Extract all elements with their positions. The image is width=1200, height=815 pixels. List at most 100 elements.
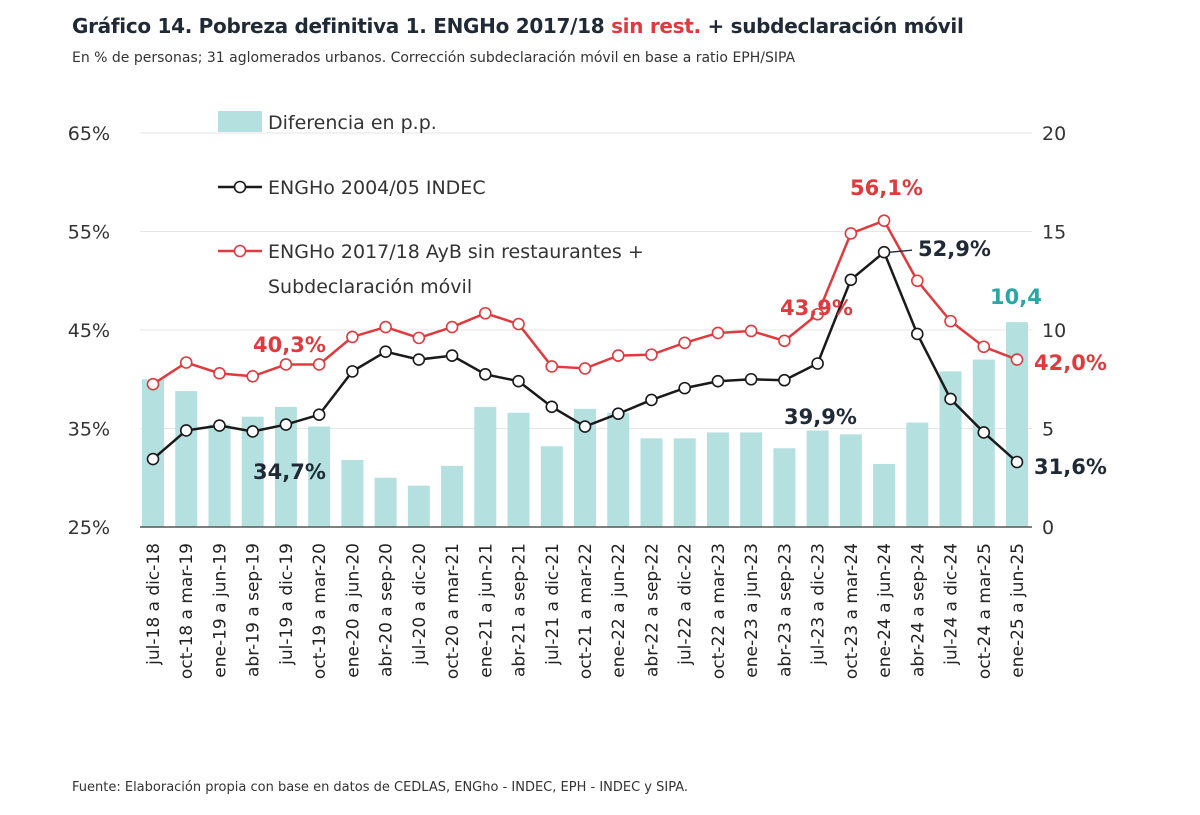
bar [374,477,397,527]
x-tick-label: oct-18 a mar-19 [177,543,197,679]
x-tick-label: jul-20 a dic-20 [410,543,430,666]
y-right-tick-label: 5 [1042,419,1054,441]
y-left-tick-label: 55% [68,222,110,244]
red-series-point [778,334,791,348]
legend-red-marker [233,244,247,258]
x-tick-label: oct-19 a mar-20 [310,543,330,679]
red-series-point [346,330,359,344]
black-series-point [944,392,957,406]
red-series-point [877,214,891,227]
x-tick-label: jul-21 a dic-21 [543,543,563,666]
red-series-point [911,274,924,288]
red-series-point [977,340,991,354]
red-series-point [412,331,426,345]
legend-label-black: ENGHo 2004/05 INDEC [268,177,486,199]
annotation-leader-line [890,249,913,253]
bar [906,422,929,527]
legend-label-bars: Diferencia en p.p. [268,112,437,134]
bar [972,359,995,527]
bar [607,412,630,527]
x-tick-label: ene-19 a jun-19 [210,543,230,678]
black-series-point [1010,455,1024,469]
legend-bar-swatch [218,111,262,132]
red-series-point [744,324,758,338]
black-series-point [246,425,259,438]
bar [507,412,530,527]
data-label: 10,4 [990,285,1042,309]
black-series-point [611,407,625,421]
red-series-point [545,360,559,373]
bar [208,424,231,527]
red-series-point [811,307,824,321]
x-tick-label: jul-18 a dic-18 [144,543,164,666]
bar [407,485,430,527]
black-series-point [512,374,525,388]
black-series-point [844,273,858,287]
red-series-point [146,377,160,391]
black-series-point [578,420,592,433]
bar [341,460,364,527]
black-series-point [811,357,824,370]
red-series-point [479,306,492,320]
red-series-point [678,336,691,350]
x-tick-label: ene-23 a jun-23 [742,543,762,678]
red-series-point [578,362,592,375]
red-series-point [179,356,193,369]
bar [673,438,696,527]
legend-label-red-1: ENGHo 2017/18 AyB sin restaurantes + [268,241,644,263]
source-note: Fuente: Elaboración propia con base en d… [72,780,689,795]
legend-black-marker [233,180,247,194]
red-series-point [312,358,326,371]
x-tick-label: ene-22 a jun-22 [609,543,629,678]
red-series-point [213,367,226,380]
x-tick-label: jul-24 a dic-24 [942,543,962,666]
x-tick-label: abr-23 a sep-23 [775,543,795,677]
red-series-point [844,227,858,240]
red-series-point [1010,353,1024,366]
bar [740,432,763,527]
black-series-point [412,353,426,366]
title-part-2: + subdeclaración móvil [700,14,964,38]
y-left-tick-label: 65% [68,123,110,145]
y-left-tick-label: 45% [68,320,110,342]
black-series-point [279,418,293,431]
red-series-point [711,326,725,340]
x-tick-label: abr-20 a sep-20 [377,543,397,677]
x-tick-label: oct-24 a mar-25 [975,543,995,679]
bar [441,465,464,527]
bar [640,438,663,527]
bar [706,432,729,527]
data-label: 43,9% [780,296,853,320]
black-series-point [977,426,991,439]
black-series-point [778,373,791,387]
data-label: 52,9% [918,237,991,261]
black-series-point [911,327,924,341]
red-series-point [645,348,658,361]
bar [873,463,896,527]
red-series-point [944,314,957,328]
chart-title: Gráfico 14. Pobreza definitiva 1. ENGHo … [72,14,964,38]
black-series-point [645,393,658,407]
bar [241,416,264,527]
title-part-red: sin rest. [611,14,701,38]
red-series-point [611,349,625,362]
x-tick-label: jul-19 a dic-19 [277,543,297,666]
y-right-tick-label: 15 [1042,222,1066,244]
red-series-point [379,320,392,334]
black-series-point [445,349,459,362]
chart-subtitle: En % de personas; 31 aglomerados urbanos… [72,50,796,66]
x-tick-label: abr-21 a sep-21 [510,543,530,677]
bar [540,446,563,527]
bar [474,406,497,527]
x-tick-label: oct-21 a mar-22 [576,543,596,679]
y-left-tick-label: 35% [68,419,110,441]
black-series-point [545,400,559,414]
data-label: 42,0% [1034,351,1107,375]
bar [274,406,297,527]
bar [1006,322,1028,527]
x-tick-label: jul-22 a dic-22 [676,543,696,666]
y-right-tick-label: 10 [1042,320,1066,342]
x-tick-label: oct-23 a mar-24 [842,543,862,679]
data-label: 40,3% [253,333,326,357]
